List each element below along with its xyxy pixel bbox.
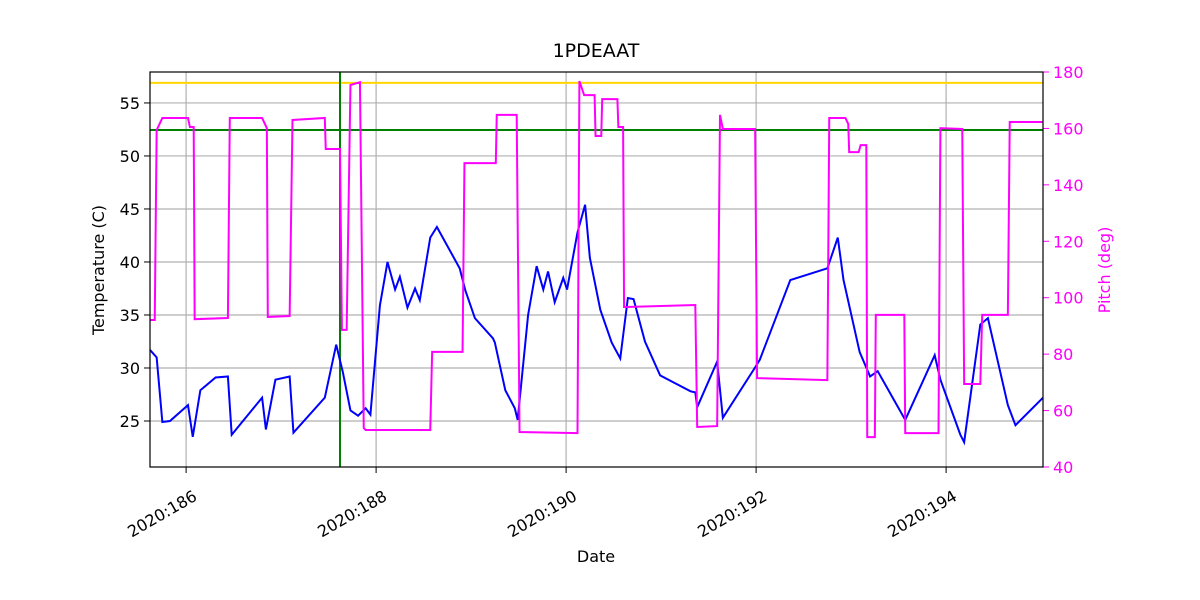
y-tick-label: 35 — [120, 306, 140, 325]
x-tick-label: 2020:192 — [694, 486, 770, 541]
y2-tick-label: 80 — [1053, 345, 1073, 364]
y2-tick-label: 160 — [1053, 119, 1084, 138]
y2-axis-label: Pitch (deg) — [1095, 227, 1114, 314]
y-tick-label: 30 — [120, 359, 140, 378]
y-tick-label: 55 — [120, 94, 140, 113]
x-tick-label: 2020:188 — [314, 486, 390, 541]
y2-tick-label: 100 — [1053, 289, 1084, 308]
x-axis-label: Date — [577, 547, 615, 566]
y2-tick-label: 60 — [1053, 402, 1073, 421]
y-axis-label: Temperature (C) — [89, 205, 108, 336]
data-line — [150, 80, 1043, 439]
y-tick-label: 50 — [120, 147, 140, 166]
y2-tick-label: 180 — [1053, 63, 1084, 82]
y-tick-label: 25 — [120, 412, 140, 431]
data-line — [149, 204, 1044, 446]
plot-frame — [149, 71, 1044, 468]
x-tick-label: 2020:186 — [124, 486, 200, 541]
x-tick-label: 2020:194 — [884, 486, 960, 541]
y2-tick-label: 140 — [1053, 176, 1084, 195]
y2-tick-label: 40 — [1053, 458, 1073, 477]
y-tick-label: 40 — [120, 253, 140, 272]
y2-tick-label: 120 — [1053, 232, 1084, 251]
y-tick-label: 45 — [120, 200, 140, 219]
chart-title: 1PDEAAT — [553, 40, 640, 62]
x-tick-label: 2020:190 — [504, 486, 580, 541]
